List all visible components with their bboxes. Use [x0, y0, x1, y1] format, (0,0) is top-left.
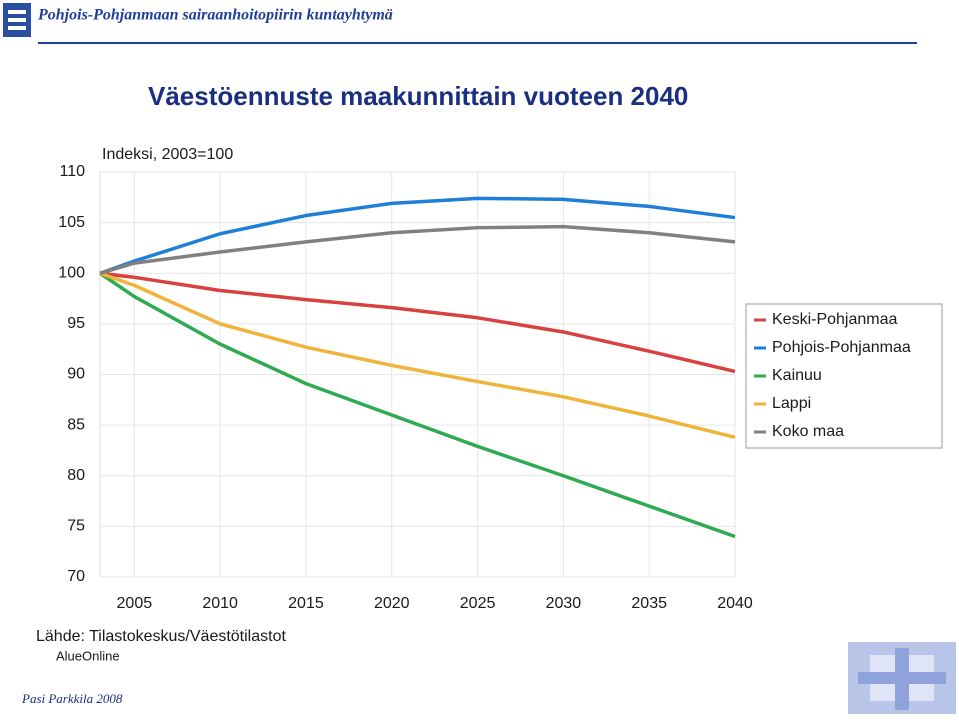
plot: 70 75 80 85 90 95 100 105 110 2005 2010 2015 2020 202…	[58, 163, 943, 612]
x-tick-label: 2035	[631, 595, 667, 612]
y-tick-label: 85	[67, 416, 85, 433]
x-tick-label: 2005	[117, 595, 153, 612]
chart-title: Väestöennuste maakunnittain vuoteen 2040	[148, 81, 688, 111]
y-tick-label: 110	[59, 163, 85, 180]
header: Pohjois-Pohjanmaan sairaanhoitopiirin ku…	[37, 7, 393, 24]
x-tick-label: 2040	[717, 595, 753, 612]
y-tick-label: 100	[58, 264, 85, 281]
x-tick-label: 2025	[460, 595, 496, 612]
y-tick-label: 75	[67, 518, 85, 535]
x-tick-label: 2020	[374, 595, 410, 612]
y-tick-label: 105	[58, 214, 85, 231]
source: Lähde: Tilastokeskus/Väestötilastot	[36, 628, 286, 645]
x-tick-label: 2015	[288, 595, 324, 612]
footer: Pasi Parkkila 2008	[21, 691, 123, 706]
y-tick-label: 90	[67, 366, 85, 383]
x-tick-label: 2030	[546, 595, 582, 612]
legend-label: Pohjois-Pohjanmaa	[772, 339, 911, 356]
y-tick-label: 80	[67, 467, 85, 484]
series-line	[99, 224, 736, 275]
series-line	[99, 271, 736, 374]
legend-box	[745, 303, 943, 449]
logo-top	[3, 3, 31, 37]
legend-label: Keski-Pohjanmaa	[772, 311, 898, 328]
series-line	[99, 271, 736, 439]
legend-label: Kainuu	[772, 367, 822, 384]
y-tick-label: 95	[67, 315, 85, 332]
source-note: AlueOnline	[56, 648, 120, 663]
legend-label: Koko maa	[772, 423, 844, 440]
x-tick-label: 2010	[202, 595, 238, 612]
legend-label: Lappi	[772, 395, 811, 412]
y-axis-label: Indeksi, 2003=100	[102, 146, 233, 163]
series-line	[99, 196, 736, 275]
y-tick-label: 70	[67, 568, 85, 585]
logo-bottom	[848, 642, 956, 714]
series-line	[99, 271, 736, 539]
